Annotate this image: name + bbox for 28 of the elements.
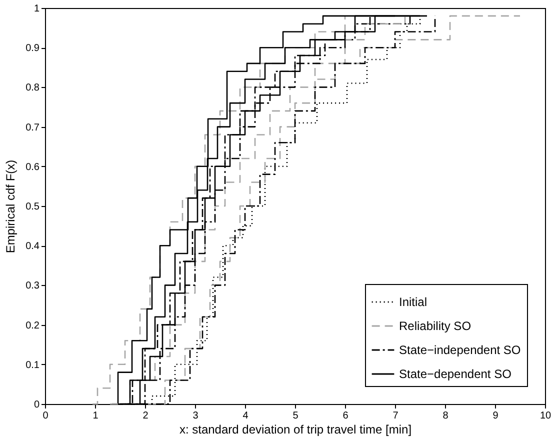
y-tick-label: 0.3 <box>26 280 40 292</box>
x-tick-label: 8 <box>442 410 449 422</box>
legend-label: Reliability SO <box>399 319 472 333</box>
y-tick-label: 0.6 <box>26 162 40 173</box>
x-tick-label: 1 <box>92 410 99 422</box>
y-tick-label: 0.9 <box>26 43 40 54</box>
x-tick-label: 0 <box>42 410 49 422</box>
x-tick-label: 2 <box>142 410 149 422</box>
y-tick-label: 0.5 <box>26 202 40 212</box>
x-tick-label: 3 <box>192 410 199 422</box>
x-tick-label: 5 <box>292 410 299 422</box>
x-tick-label: 7 <box>392 410 399 422</box>
y-tick-label: 0.1 <box>26 360 40 371</box>
x-tick-label: 4 <box>242 410 249 422</box>
x-tick-label: 6 <box>342 410 349 422</box>
y-tick-label: 0.2 <box>26 320 40 332</box>
x-axis-title: x: standard deviation of trip travel time [min] <box>179 422 412 436</box>
y-axis-title: Empirical cdf F(x) <box>4 160 18 254</box>
x-tick-label: 10 <box>540 410 552 422</box>
y-tick-label: 0.8 <box>26 82 40 94</box>
y-tick-label: 0.4 <box>26 241 40 252</box>
y-tick-label: 1 <box>34 4 40 14</box>
y-tick-label: 0 <box>34 400 40 410</box>
legend-label: State−independent SO <box>399 343 521 357</box>
legend-label: Initial <box>399 295 428 309</box>
x-tick-label: 9 <box>492 410 499 422</box>
legend-label: State−dependent SO <box>399 367 512 381</box>
y-tick-label: 0.7 <box>26 122 40 134</box>
